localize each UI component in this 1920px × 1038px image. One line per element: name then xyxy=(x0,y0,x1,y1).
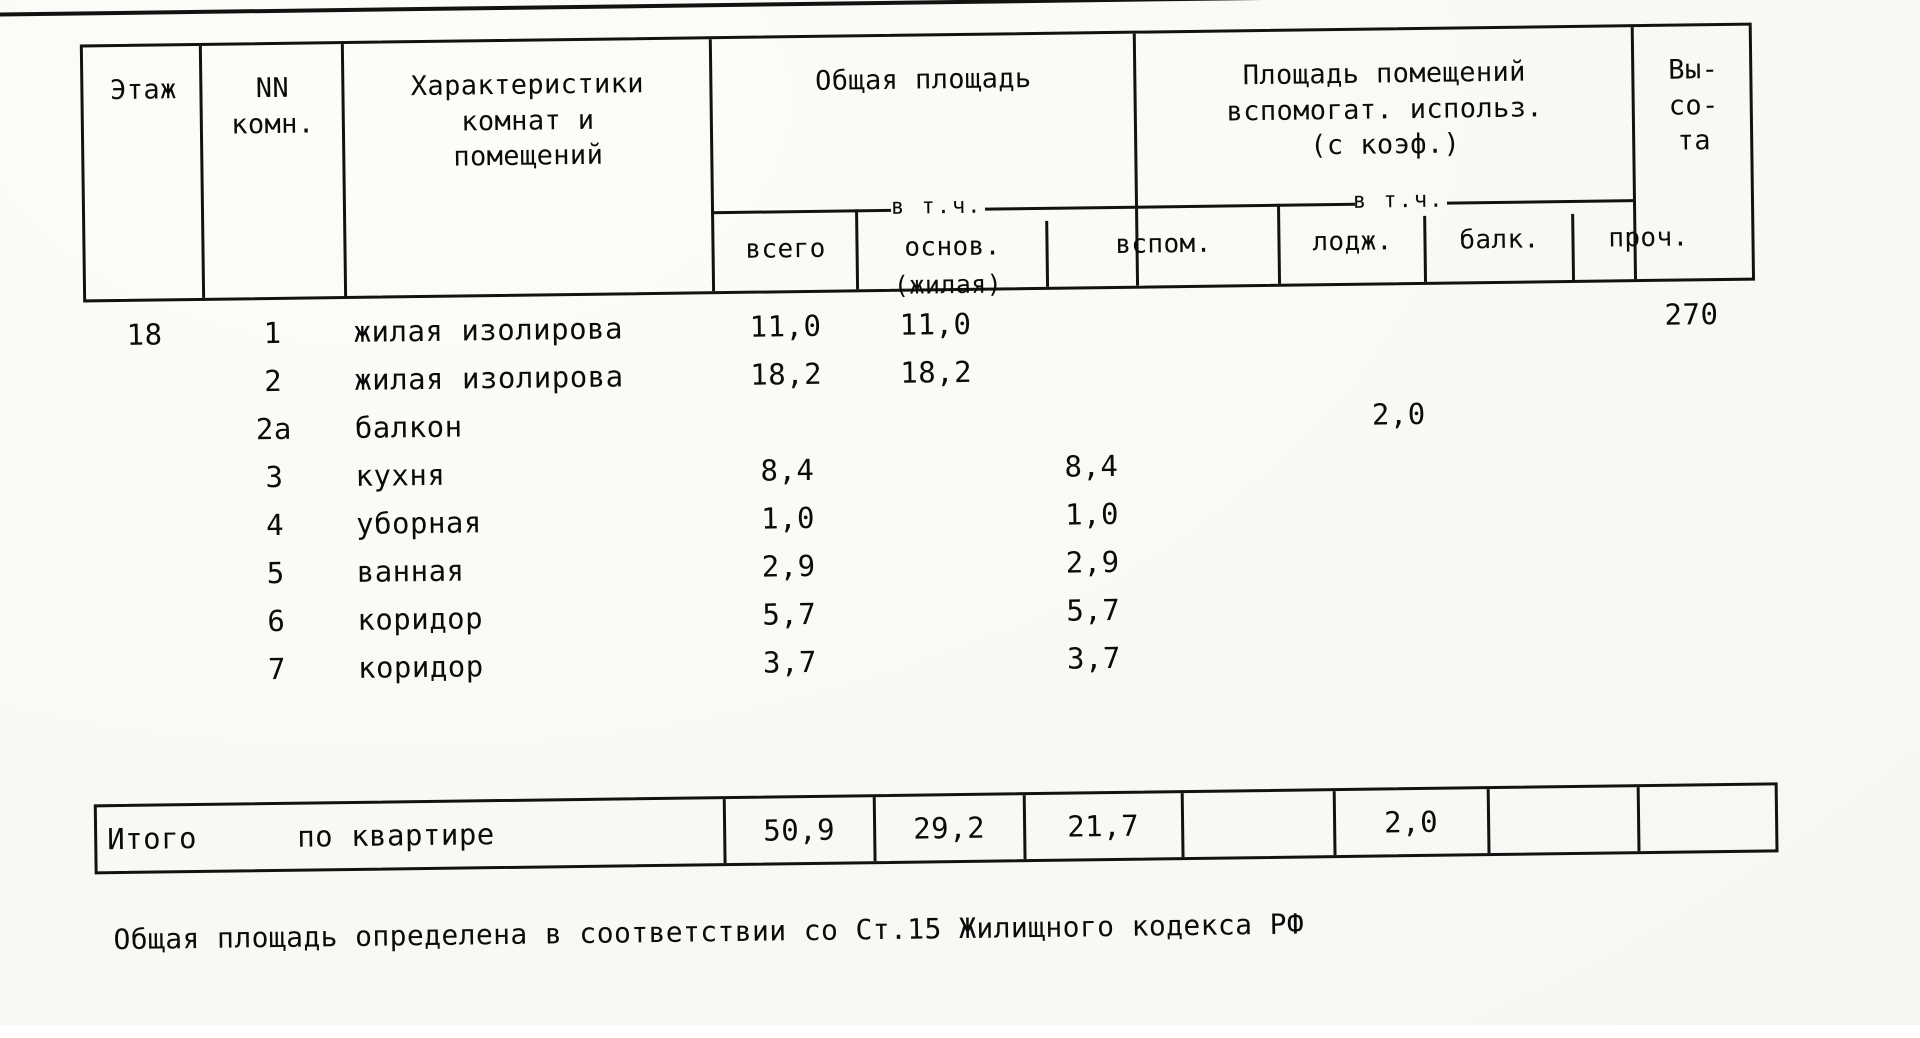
cell-room-number: 2а xyxy=(255,411,293,447)
cell-room-number: 4 xyxy=(265,507,285,543)
column-header-floor: Этаж xyxy=(109,74,177,107)
cell-total-area: 1,0 xyxy=(760,500,816,536)
totals-value-total: 50,9 xyxy=(763,812,836,848)
subcolumn-header-total: всего xyxy=(745,233,826,265)
in-that-number-label-1: в т.ч. xyxy=(890,193,983,220)
in-that-number-label-2: в т.ч. xyxy=(1352,187,1445,214)
header-subrow-divider-right xyxy=(1446,199,1634,205)
table-header-box: в т.ч. в т.ч. Этаж NN комн. Характеристи… xyxy=(79,22,1756,303)
cell-total-area: 3,7 xyxy=(762,644,818,680)
group-header-total-area: Общая площадь xyxy=(814,63,1032,97)
cell-total-area: 2,9 xyxy=(761,548,816,584)
cell-room-name: коридор xyxy=(357,649,484,685)
cell-main-area: 11,0 xyxy=(899,306,972,342)
cell-total-area: 5,7 xyxy=(762,596,817,632)
cell-auxiliary-area: 3,7 xyxy=(1066,640,1122,676)
column-header-characteristics: Характеристики комнат и помещений xyxy=(410,68,645,173)
cell-room-number: 3 xyxy=(265,459,284,495)
cell-room-number: 7 xyxy=(267,651,287,687)
totals-label-secondary: по квартире xyxy=(296,817,495,854)
totals-value-auxiliary: 21,7 xyxy=(1066,808,1140,844)
table-body: 18 1 жилая изолирова 11,0 11,0 270 2 жилая изол… xyxy=(83,290,1759,686)
cell-balcony-area: 2,0 xyxy=(1371,396,1426,432)
subcolumn-header-other: проч. xyxy=(1608,222,1689,254)
totals-label-primary: Итого xyxy=(106,821,198,857)
subcolumn-header-balcony: балк. xyxy=(1459,224,1540,256)
header-subrow-divider-mid xyxy=(985,202,1356,211)
subcolumn-header-main: основ. xyxy=(904,231,1001,263)
cell-room-name: ванная xyxy=(356,553,465,589)
cell-room-name: балкон xyxy=(354,409,463,445)
totals-vline-end xyxy=(1636,787,1641,852)
totals-value-other xyxy=(1489,787,1637,789)
cell-room-number: 6 xyxy=(267,603,286,639)
cell-room-number: 2 xyxy=(264,363,283,399)
cell-room-name: коридор xyxy=(357,601,484,637)
cell-auxiliary-area: 2,9 xyxy=(1065,544,1120,580)
cell-room-name: кухня xyxy=(355,457,446,493)
group-header-auxiliary-area: Площадь помещений вспомогат. использ. (с… xyxy=(1226,56,1544,162)
subheader-vline-loggia xyxy=(1276,203,1282,284)
cell-room-name: жилая изолирова xyxy=(353,311,624,349)
footnote-text: Общая площадь определена в соответствии … xyxy=(113,907,1305,957)
cell-room-number: 5 xyxy=(266,555,285,591)
cell-total-area: 8,4 xyxy=(760,452,815,488)
cell-floor xyxy=(91,454,201,455)
cell-room-name: жилая изолирова xyxy=(353,359,624,397)
subcolumn-header-auxiliary: вспом. xyxy=(1115,228,1212,260)
cell-room-number: 1 xyxy=(263,315,282,351)
cell-floor: 18 xyxy=(126,317,163,352)
subcolumn-header-main-residential: (жилая) xyxy=(893,269,1003,300)
cell-loggia-area xyxy=(1169,295,1319,297)
cell-auxiliary-area: 8,4 xyxy=(1064,448,1119,484)
cell-main-area: 18,2 xyxy=(900,354,973,390)
column-header-height: Вы- со- та xyxy=(1668,54,1719,157)
column-header-room-number: NN комн. xyxy=(231,72,315,141)
cell-auxiliary-area: 1,0 xyxy=(1064,496,1120,532)
totals-value-loggia xyxy=(1183,791,1333,793)
cell-total-area: 18,2 xyxy=(750,356,823,392)
totals-row-box: Итого по квартире 50,9 29,2 21,7 2,0 xyxy=(93,782,1779,875)
subcolumn-header-loggia: лодж. xyxy=(1312,226,1393,258)
totals-value-balcony: 2,0 xyxy=(1383,804,1439,840)
cell-other-area xyxy=(1475,291,1623,293)
cell-balcony-area xyxy=(1321,293,1473,295)
cell-room-name: уборная xyxy=(355,505,483,541)
cell-total-area: 11,0 xyxy=(749,308,822,344)
totals-value-main: 29,2 xyxy=(912,810,986,846)
header-subrow-divider-left xyxy=(711,208,892,215)
cell-auxiliary-area: 5,7 xyxy=(1066,592,1121,628)
cell-floor xyxy=(94,646,204,647)
cell-height: 270 xyxy=(1664,297,1719,332)
